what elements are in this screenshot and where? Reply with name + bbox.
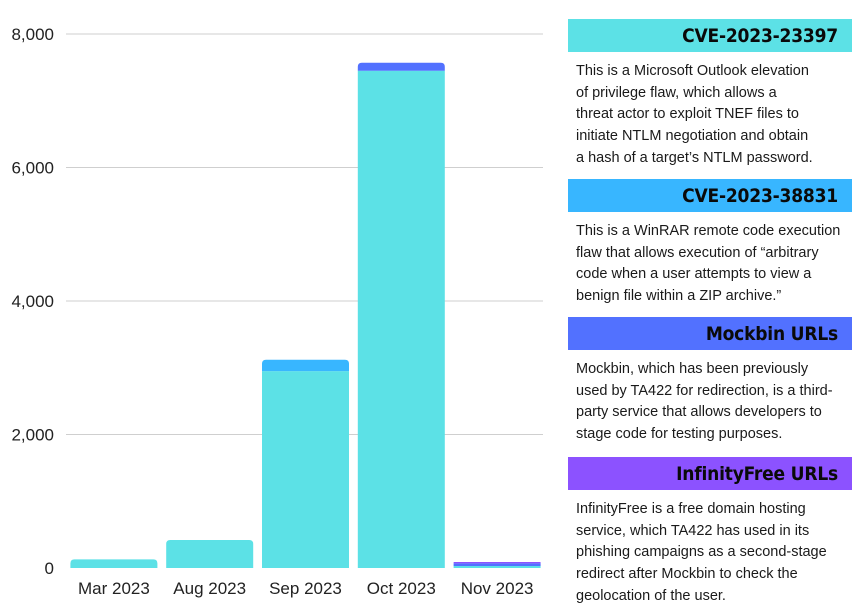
desc-line: phishing campaigns as a second-stage	[576, 544, 827, 561]
desc-line: stage code for testing purposes.	[576, 426, 783, 443]
desc-line: This is a Microsoft Outlook elevation	[576, 63, 809, 79]
bar-chart: 0 2,000 4,000 6,000 8,000 Mar 2023 Aug 2023 Se…	[11, 25, 543, 598]
legend-description: This is a Microsoft Outlook elevation of…	[568, 52, 852, 170]
x-tick-label: Nov 2023	[461, 579, 534, 598]
desc-line: Mockbin, which has been previously	[576, 361, 809, 377]
bars	[70, 62, 541, 569]
legend-description: Mockbin, which has been previously used …	[568, 350, 852, 446]
y-tick-label: 4,000	[11, 292, 54, 311]
legend-header: Mockbin URLs	[568, 317, 852, 350]
legend-description: This is a WinRAR remote code execution f…	[568, 212, 852, 308]
legend-entry-mockbin-urls: Mockbin URLs Mockbin, which has been pre…	[568, 317, 852, 446]
desc-line: InfinityFree is a free domain hosting	[576, 501, 806, 517]
desc-line: party service that allows developers to	[576, 404, 822, 421]
bar-segment-aug-2023	[166, 539, 254, 568]
bar-segment-sep-2023	[262, 359, 349, 372]
x-tick-label: Aug 2023	[173, 579, 246, 598]
x-tick-label: Sep 2023	[269, 579, 342, 598]
y-tick-label: 8,000	[11, 25, 54, 44]
legend-entry-infinityfree-urls: InfinityFree URLs InfinityFree is a free…	[568, 457, 852, 608]
bar-segment-nov-2023	[453, 561, 541, 564]
bar-segment-nov-2023	[453, 563, 541, 566]
bar-segment-nov-2023	[453, 565, 541, 568]
y-tick-label: 6,000	[11, 159, 54, 178]
y-axis-ticks: 0 2,000 4,000 6,000 8,000	[11, 25, 54, 578]
desc-line: redirect after Mockbin to check the	[576, 566, 798, 583]
x-tick-label: Oct 2023	[367, 579, 436, 598]
legend-description: InfinityFree is a free domain hosting se…	[568, 490, 852, 608]
desc-line: of privilege flaw, which allows a	[576, 84, 777, 101]
bar-segment-sep-2023	[262, 371, 349, 568]
bar-segment-oct-2023	[357, 62, 445, 71]
desc-line: benign file within a ZIP archive.”	[576, 288, 782, 305]
desc-line: used by TA422 for redirection, is a thir…	[576, 382, 833, 399]
x-tick-label: Mar 2023	[78, 579, 150, 598]
bar-segment-oct-2023	[357, 70, 445, 569]
legend-entry-cve-2023-38831: CVE-2023-38831 This is a WinRAR remote c…	[568, 179, 852, 308]
desc-line: code when a user attempts to view a	[576, 266, 812, 283]
desc-line: threat actor to exploit TNEF files to	[576, 106, 799, 123]
desc-line: flaw that allows execution of “arbitrary	[576, 244, 819, 261]
desc-line: service, which TA422 has used in its	[576, 522, 810, 539]
bar-segment-mar-2023	[70, 559, 158, 568]
y-tick-label: 0	[45, 559, 54, 578]
legend-entry-cve-2023-23397: CVE-2023-23397 This is a Microsoft Outlo…	[568, 19, 852, 170]
desc-line: This is a WinRAR remote code execution	[576, 223, 841, 239]
legend-header: InfinityFree URLs	[568, 457, 852, 490]
y-tick-label: 2,000	[11, 426, 54, 445]
desc-line: initiate NTLM negotiation and obtain	[576, 128, 809, 145]
x-axis-labels: Mar 2023 Aug 2023 Sep 2023 Oct 2023 Nov 2023	[78, 579, 534, 598]
desc-line: geolocation of the user.	[576, 587, 726, 604]
legend-header: CVE-2023-38831	[568, 179, 852, 212]
legend-header: CVE-2023-23397	[568, 19, 852, 52]
desc-line: a hash of a target’s NTLM password.	[576, 149, 813, 166]
